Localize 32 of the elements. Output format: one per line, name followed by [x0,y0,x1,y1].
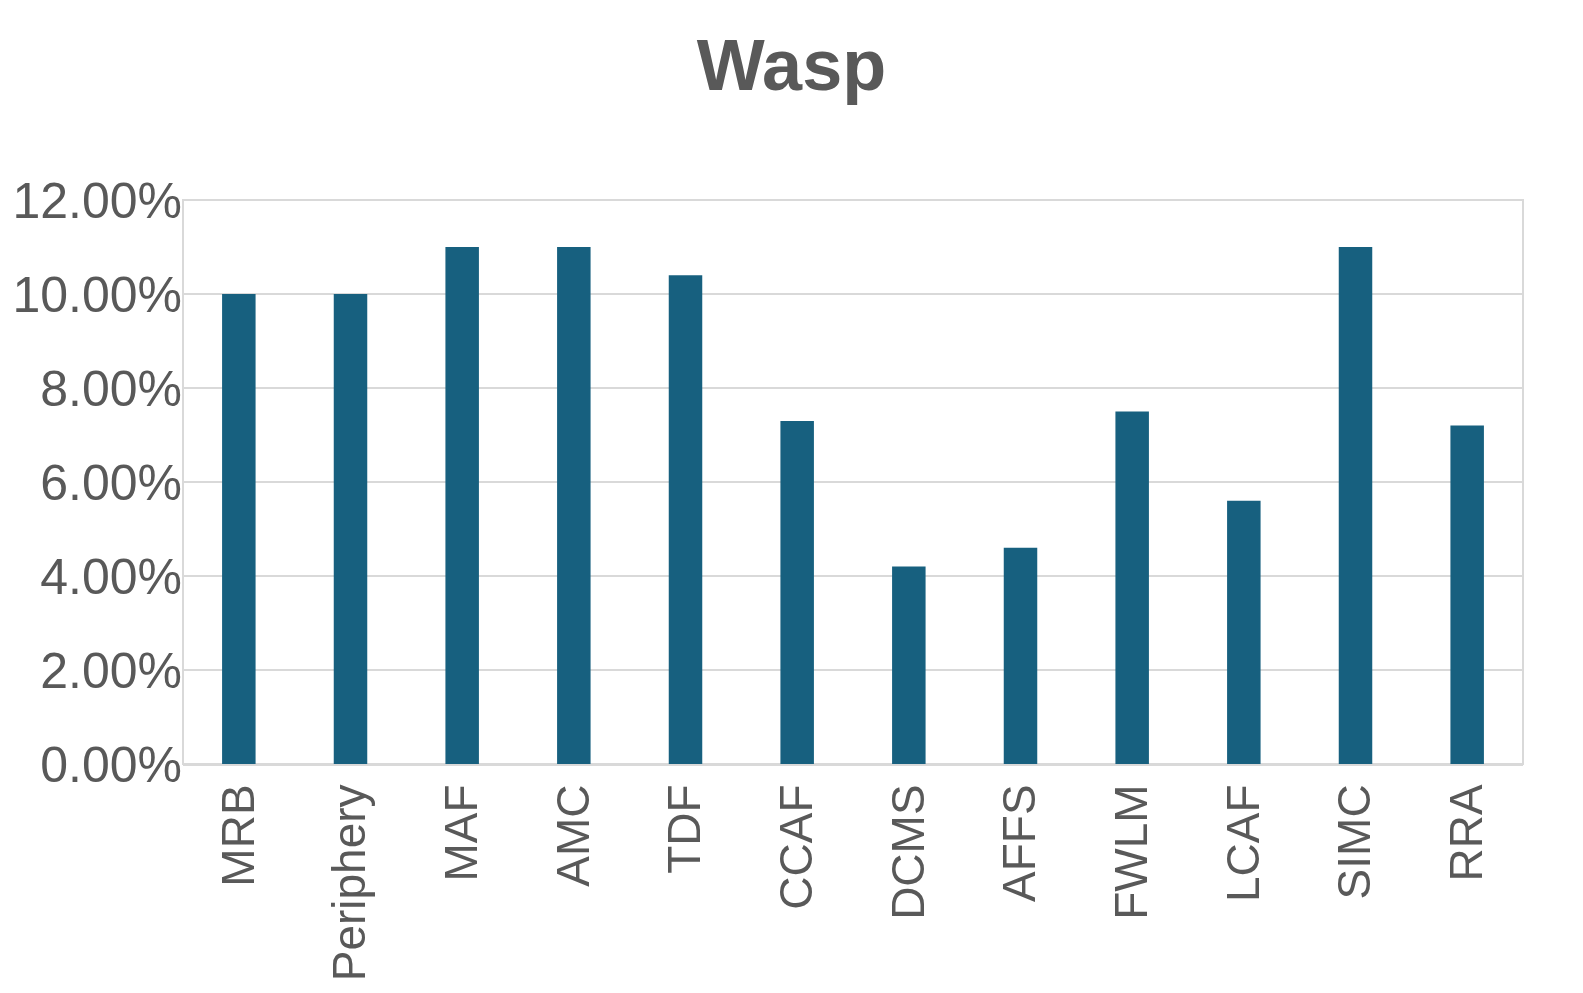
x-tick-label: FWLM [1105,784,1158,920]
bar [1450,425,1484,764]
x-tick-label: TDF [658,784,711,874]
bar [222,294,256,764]
y-tick-label: 2.00% [40,642,182,699]
x-tick-label: AMC [546,784,599,887]
x-tick-label: SIMC [1328,784,1381,900]
bar [333,294,368,764]
x-tick-label: AFFS [993,784,1046,902]
bar [668,275,703,764]
x-tick-label: LCAF [1216,784,1269,902]
bar [1115,411,1149,764]
bar [1227,500,1261,764]
y-tick-label: 12.00% [12,172,182,229]
y-tick-label: 6.00% [40,454,182,511]
bar [557,247,591,764]
bar [1003,547,1038,764]
x-tick-label: MRB [211,784,264,887]
bar [445,247,479,764]
x-tick-label: CCAF [770,784,823,910]
bar [892,566,926,764]
y-tick-label: 4.00% [40,548,182,605]
x-tick-label: Periphery [323,784,376,982]
bar [780,420,814,764]
x-tick-label: MAF [435,784,488,882]
bar [1338,247,1373,764]
y-tick-label: 10.00% [12,266,182,323]
x-tick-label: RRA [1440,784,1493,882]
y-tick-label: 0.00% [40,736,182,793]
chart-title: Wasp [696,25,887,106]
y-tick-label: 8.00% [40,360,182,417]
x-tick-label: DCMS [881,784,934,920]
